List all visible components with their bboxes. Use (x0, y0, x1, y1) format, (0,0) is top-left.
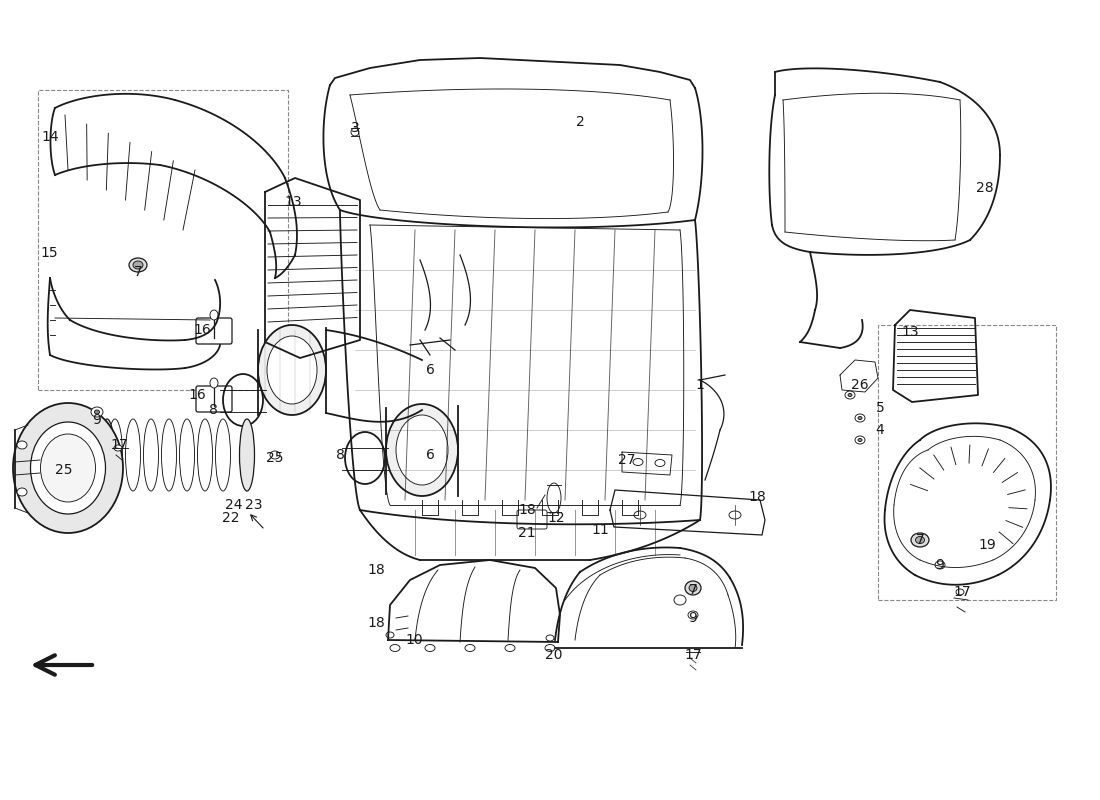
Text: 16: 16 (188, 388, 206, 402)
Text: 18: 18 (367, 616, 385, 630)
Text: 27: 27 (618, 453, 636, 467)
Text: 26: 26 (851, 378, 869, 392)
Text: 10: 10 (405, 633, 422, 647)
Text: 11: 11 (591, 523, 609, 537)
Ellipse shape (848, 394, 852, 397)
Text: 15: 15 (41, 246, 58, 260)
Text: 17: 17 (954, 585, 971, 599)
Ellipse shape (688, 611, 698, 619)
Ellipse shape (956, 589, 964, 595)
Text: 28: 28 (976, 181, 993, 195)
Ellipse shape (386, 404, 458, 496)
Text: 22: 22 (222, 511, 240, 525)
Text: 3: 3 (351, 121, 360, 135)
Text: 9: 9 (936, 558, 945, 572)
Text: 17: 17 (684, 648, 702, 662)
Text: 12: 12 (547, 511, 564, 525)
Text: 16: 16 (194, 323, 211, 337)
Text: 18: 18 (367, 563, 385, 577)
Ellipse shape (425, 645, 435, 651)
Ellipse shape (935, 561, 945, 569)
Ellipse shape (915, 537, 924, 543)
Bar (39, 90, 288, 390)
Text: 21: 21 (518, 526, 536, 540)
FancyBboxPatch shape (196, 318, 232, 344)
Ellipse shape (210, 378, 218, 388)
Ellipse shape (547, 483, 561, 513)
Text: 6: 6 (426, 363, 434, 377)
Text: 13: 13 (901, 325, 918, 339)
Text: 18: 18 (748, 490, 766, 504)
Text: 17: 17 (110, 438, 128, 452)
Ellipse shape (99, 419, 114, 491)
Ellipse shape (845, 391, 855, 399)
Text: 20: 20 (546, 648, 563, 662)
Ellipse shape (16, 441, 28, 449)
Ellipse shape (396, 415, 448, 485)
Ellipse shape (129, 258, 147, 272)
Ellipse shape (267, 336, 317, 404)
Text: 25: 25 (266, 451, 284, 465)
Ellipse shape (258, 325, 326, 415)
Ellipse shape (240, 419, 254, 491)
FancyBboxPatch shape (196, 386, 232, 412)
Text: 4: 4 (876, 423, 884, 437)
Ellipse shape (114, 445, 122, 451)
Ellipse shape (855, 436, 865, 444)
Ellipse shape (674, 595, 686, 605)
Text: 18: 18 (518, 503, 536, 517)
Text: 19: 19 (978, 538, 996, 552)
Ellipse shape (911, 533, 930, 547)
Text: 13: 13 (284, 195, 301, 209)
Text: 2: 2 (575, 115, 584, 129)
Text: 24: 24 (226, 498, 243, 512)
Text: 7: 7 (133, 265, 142, 279)
Ellipse shape (858, 438, 862, 442)
Text: 14: 14 (41, 130, 58, 144)
Ellipse shape (133, 261, 143, 269)
Ellipse shape (858, 417, 862, 419)
Ellipse shape (465, 645, 475, 651)
Ellipse shape (210, 310, 218, 320)
Ellipse shape (41, 434, 96, 502)
Ellipse shape (16, 488, 28, 496)
Ellipse shape (91, 407, 103, 417)
Text: 1: 1 (695, 378, 704, 392)
Ellipse shape (505, 645, 515, 651)
Ellipse shape (13, 403, 123, 533)
Ellipse shape (31, 422, 106, 514)
Text: 5: 5 (876, 401, 884, 415)
Bar (878, 325, 1056, 600)
FancyBboxPatch shape (517, 510, 547, 529)
Text: 25: 25 (55, 463, 73, 477)
Text: 8: 8 (209, 403, 218, 417)
Text: 8: 8 (336, 448, 344, 462)
Ellipse shape (855, 414, 865, 422)
Text: 9: 9 (689, 611, 697, 625)
Text: 7: 7 (915, 533, 924, 547)
Ellipse shape (689, 585, 697, 591)
Text: 9: 9 (92, 413, 101, 427)
Ellipse shape (95, 410, 99, 414)
Text: 23: 23 (245, 498, 263, 512)
Text: 7: 7 (689, 583, 697, 597)
Ellipse shape (544, 645, 556, 651)
Text: 6: 6 (426, 448, 434, 462)
Ellipse shape (390, 645, 400, 651)
Ellipse shape (685, 581, 701, 595)
